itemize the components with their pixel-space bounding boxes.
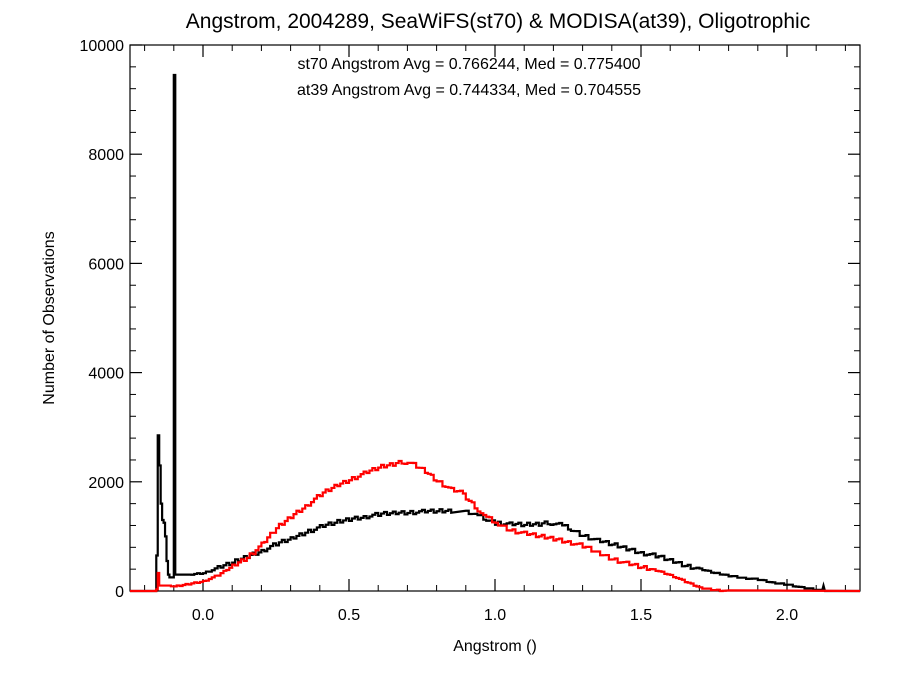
histogram-line-st70 xyxy=(130,73,860,593)
y-tick-label: 0 xyxy=(115,584,124,601)
chart-title: Angstrom, 2004289, SeaWiFS(st70) & MODIS… xyxy=(186,10,810,33)
y-tick-label: 10000 xyxy=(80,38,125,55)
x-tick-label: 2.0 xyxy=(776,607,798,624)
annotation-at39: at39 Angstrom Avg = 0.744334, Med = 0.70… xyxy=(297,82,641,99)
x-tick-label: 0.5 xyxy=(338,607,360,624)
annotation-st70: st70 Angstrom Avg = 0.766244, Med = 0.77… xyxy=(297,56,640,73)
y-tick-label: 2000 xyxy=(88,475,124,492)
histogram-line-at39 xyxy=(130,459,861,593)
y-tick-label: 8000 xyxy=(88,147,124,164)
x-tick-label: 1.5 xyxy=(630,607,652,624)
axis-ticks: 0 2000 4000 6000 8000 10000 0.0 0.5 1.0 1.5 2.0 xyxy=(80,38,860,624)
x-axis-label: Angstrom () xyxy=(453,638,537,655)
plot-frame xyxy=(129,44,861,592)
x-tick-label: 0.0 xyxy=(192,607,214,624)
y-axis-label: Number of Observations xyxy=(41,231,58,404)
y-tick-label: 6000 xyxy=(88,256,124,273)
y-tick-label: 4000 xyxy=(88,366,124,383)
series-layer xyxy=(130,73,861,593)
x-tick-label: 1.0 xyxy=(484,607,506,624)
